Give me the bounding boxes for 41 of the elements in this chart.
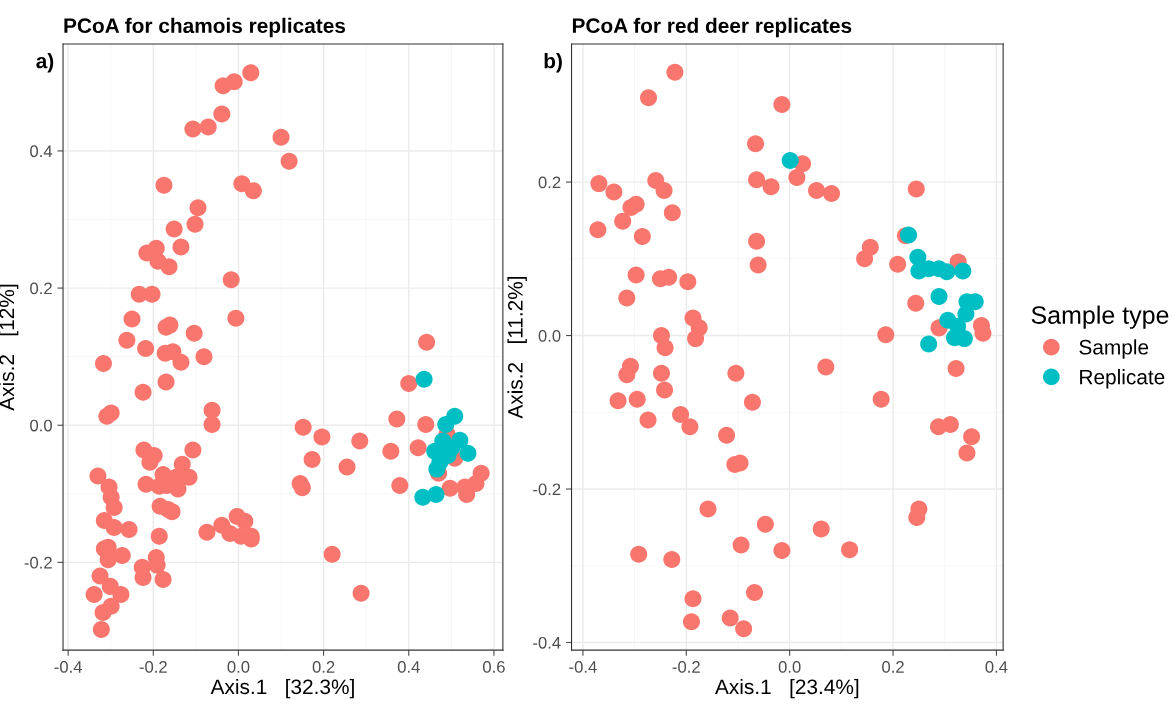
x-tick-label: -0.4 <box>54 661 83 673</box>
y-tick-label: 0.0 <box>30 419 52 432</box>
legend-title: Sample type <box>1031 305 1169 329</box>
x-tick-label: 0.2 <box>882 661 904 673</box>
point <box>437 416 455 434</box>
chart-title: PCoA for red deer replicates <box>572 17 852 38</box>
y-tick-label: 0.2 <box>30 282 52 295</box>
legend-label: Replicate <box>1080 369 1165 389</box>
point <box>954 262 972 280</box>
y-axis-title: Axis.2 [11.2%] <box>507 276 527 419</box>
text: a) <box>36 53 54 73</box>
x-tick-label: 0.2 <box>312 661 335 673</box>
point <box>459 444 477 462</box>
x-tick-label: -0.2 <box>139 661 167 673</box>
x-axis-title: Axis.1 [23.4%] <box>715 678 859 699</box>
point <box>427 485 445 503</box>
y-tick-label: 0.4 <box>30 145 53 158</box>
point <box>415 370 433 388</box>
y-tick-label: -0.4 <box>533 636 561 649</box>
x-tick-label: 0.6 <box>482 661 505 673</box>
y-tick-label: 0.0 <box>538 329 561 342</box>
x-tick-label: 0.0 <box>778 661 801 673</box>
x-axis-title: Axis.1 [32.3%] <box>210 678 354 699</box>
point <box>930 287 948 305</box>
x-tick-label: -0.2 <box>672 661 700 673</box>
y-tick-label: 0.2 <box>538 176 561 189</box>
y-tick-label: -0.2 <box>24 556 52 569</box>
text: b) <box>544 53 562 73</box>
point <box>428 460 446 478</box>
x-tick-label: -0.4 <box>569 661 597 673</box>
point <box>920 335 938 353</box>
x-tick-label: 0.0 <box>227 661 250 673</box>
legend-label: Sample <box>1079 339 1149 359</box>
point <box>781 152 799 170</box>
chart-title: PCoA for chamois replicates <box>64 17 346 38</box>
y-tick-label: -0.2 <box>533 483 561 496</box>
point <box>900 226 918 244</box>
point <box>957 305 975 323</box>
x-tick-label: 0.4 <box>985 661 1008 673</box>
point <box>938 263 956 281</box>
x-tick-label: 0.4 <box>397 661 420 673</box>
